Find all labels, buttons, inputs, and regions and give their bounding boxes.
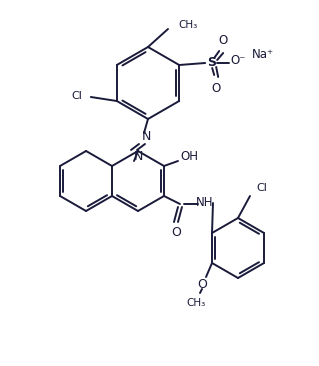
Text: CH₃: CH₃ bbox=[186, 298, 206, 308]
Text: O: O bbox=[211, 82, 221, 96]
Text: N: N bbox=[141, 131, 151, 143]
Text: O: O bbox=[197, 279, 207, 291]
Text: O⁻: O⁻ bbox=[230, 55, 246, 67]
Text: CH₃: CH₃ bbox=[178, 20, 197, 30]
Text: N: N bbox=[133, 150, 143, 164]
Text: Cl: Cl bbox=[71, 91, 82, 101]
Text: Cl: Cl bbox=[256, 183, 267, 193]
Text: S: S bbox=[207, 56, 216, 70]
Text: O: O bbox=[219, 34, 228, 46]
Text: Na⁺: Na⁺ bbox=[252, 49, 274, 61]
Text: O: O bbox=[171, 225, 181, 239]
Text: OH: OH bbox=[180, 149, 198, 163]
Text: NH: NH bbox=[196, 195, 214, 209]
